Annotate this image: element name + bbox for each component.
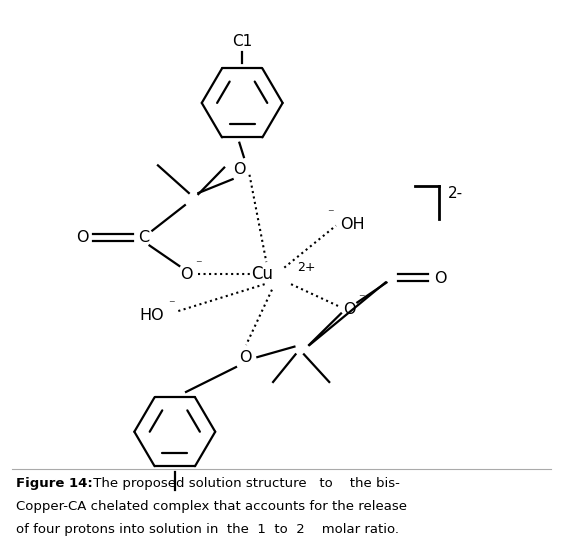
Text: Copper-CA chelated complex that accounts for the release: Copper-CA chelated complex that accounts… <box>16 500 408 513</box>
Text: Figure 14:: Figure 14: <box>16 477 93 490</box>
Text: ⁻: ⁻ <box>327 207 334 220</box>
Text: 2-: 2- <box>448 186 463 201</box>
Text: O: O <box>76 230 88 245</box>
Text: O: O <box>233 162 245 177</box>
Text: C1: C1 <box>232 34 252 49</box>
Text: O: O <box>343 301 355 316</box>
Text: Cu: Cu <box>251 265 273 283</box>
Text: 2+: 2+ <box>297 261 315 274</box>
Text: ⁻: ⁻ <box>358 293 365 306</box>
Text: C: C <box>138 230 149 245</box>
Text: O: O <box>434 270 447 286</box>
Text: HO: HO <box>139 308 164 323</box>
Text: OH: OH <box>341 217 365 232</box>
Text: O: O <box>180 266 193 282</box>
Text: of four protons into solution in  the  1  to  2    molar ratio.: of four protons into solution in the 1 t… <box>16 524 399 536</box>
Text: ⁻: ⁻ <box>195 258 202 271</box>
Text: O: O <box>239 350 251 365</box>
Text: ⁻: ⁻ <box>168 298 175 311</box>
Text: The proposed solution structure   to    the bis-: The proposed solution structure to the b… <box>90 477 400 490</box>
